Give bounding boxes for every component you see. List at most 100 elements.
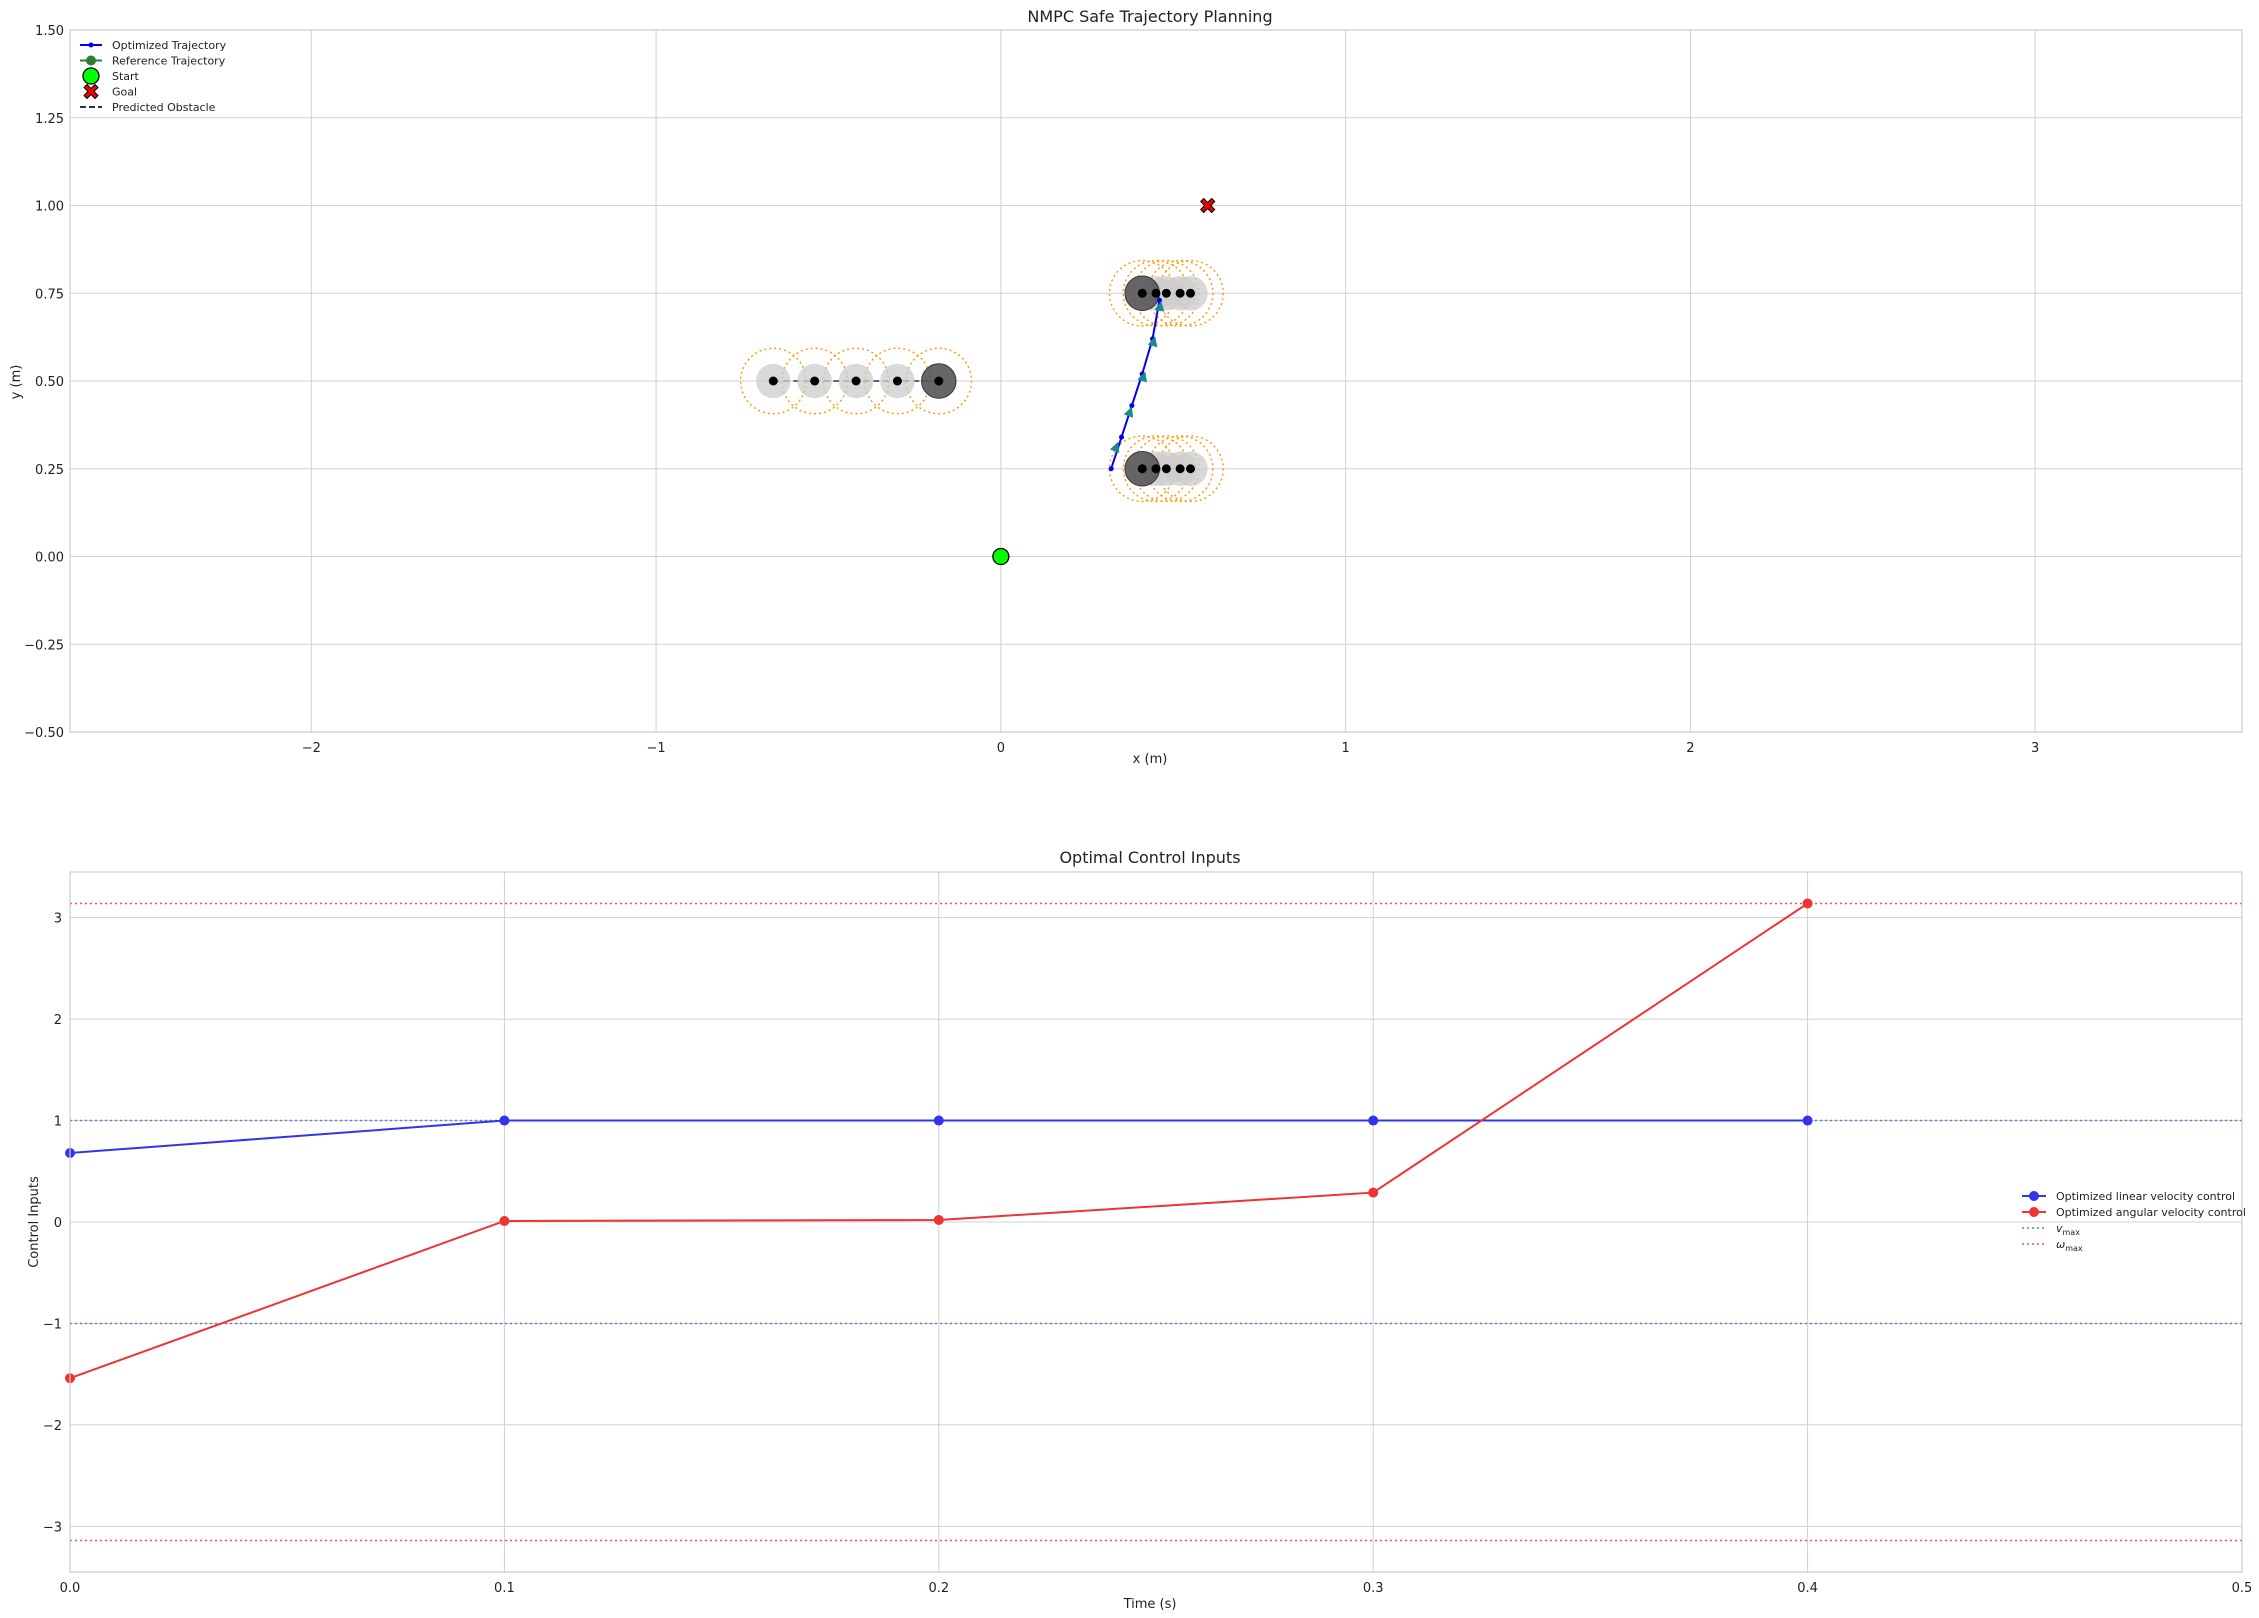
- safety-margin-circle: [1157, 259, 1224, 327]
- legend-item: Optimized Trajectory: [80, 39, 227, 52]
- trajectory-grid: [70, 29, 2242, 733]
- legend-item: Predicted Obstacle: [80, 101, 216, 114]
- control-plot-frame: [69, 871, 2243, 1573]
- y-tick-label: −1: [43, 1317, 62, 1332]
- trajectory-x-ticks: −2 −1 0 1 2 3: [302, 741, 2040, 756]
- obstacle-center-dot: [892, 376, 902, 386]
- y-tick-label: 1.00: [35, 200, 64, 215]
- x-tick-label: 0.1: [494, 1581, 515, 1596]
- obstacle-center-dot: [1161, 464, 1171, 474]
- obstacle-center-dot: [768, 376, 778, 386]
- obstacle-center-dot: [1185, 288, 1195, 298]
- safety-margin-circle: [905, 347, 973, 415]
- start-goal-layer: [992, 197, 1216, 566]
- series-point: [1368, 1187, 1379, 1198]
- legend-label: Predicted Obstacle: [112, 101, 216, 114]
- series-point: [499, 1115, 510, 1126]
- legend-item: Optimized linear velocity control: [2022, 1190, 2235, 1203]
- series-point: [1368, 1115, 1379, 1126]
- trajectory-y-ticks: −0.50 −0.25 0.00 0.25 0.50 0.75 1.00 1.25 1.50: [24, 24, 64, 741]
- legend-subscript: max: [2065, 1244, 2083, 1253]
- trajectory-point: [1119, 434, 1125, 440]
- legend-item: vmax: [2022, 1222, 2080, 1237]
- safety-margin-circle: [1146, 259, 1214, 327]
- obstacle-center-dot: [1175, 288, 1185, 298]
- obstacle-layer: [739, 259, 1224, 503]
- legend-item: ωmax: [2022, 1238, 2083, 1253]
- y-tick-label: −2: [43, 1419, 62, 1434]
- x-tick-label: 0.4: [1797, 1581, 1818, 1596]
- legend-item: Optimized angular velocity control: [2022, 1206, 2246, 1219]
- goal-marker: [1200, 197, 1216, 214]
- trajectory-point: [1108, 466, 1114, 472]
- trajectory-x-label: x (m): [1133, 752, 1168, 767]
- series-point: [933, 1115, 944, 1126]
- y-tick-label: 0.75: [35, 287, 64, 302]
- legend-label: Reference Trajectory: [112, 55, 226, 68]
- start-marker: [992, 547, 1010, 566]
- heading-arrow: [1109, 441, 1120, 453]
- x-tick-label: 0.3: [1363, 1581, 1384, 1596]
- y-tick-label: 1: [54, 1115, 62, 1130]
- x-tick-label: 2: [1686, 741, 1694, 756]
- control-chart-title: Optimal Control Inputs: [1059, 848, 1240, 867]
- series-point: [1802, 1115, 1813, 1126]
- x-tick-label: 0.2: [928, 1581, 949, 1596]
- y-tick-label: −3: [43, 1520, 62, 1535]
- trajectory-legend: Optimized Trajectory Reference Trajectory…: [80, 39, 227, 114]
- y-tick-label: 1.50: [35, 24, 64, 39]
- x-tick-label: 0: [997, 741, 1005, 756]
- control-legend: Optimized linear velocity control Optimiz…: [2022, 1190, 2246, 1253]
- legend-item: Reference Trajectory: [80, 55, 226, 68]
- legend-start-icon: [82, 67, 100, 85]
- obstacle-center-dot: [1175, 464, 1185, 474]
- obstacle-center-dot: [1151, 464, 1161, 474]
- control-inputs-chart: Optimal Control Inputs 0.0 0.1 0.2 0.3 0.4 0.…: [27, 848, 2252, 1612]
- x-tick-label: 1: [1341, 741, 1349, 756]
- legend-subscript: max: [2063, 1228, 2081, 1237]
- obstacle-center-dot: [1185, 464, 1195, 474]
- legend-label: Optimized Trajectory: [112, 39, 227, 52]
- obstacle-center-dot: [934, 376, 944, 386]
- control-x-label: Time (s): [1123, 1597, 1177, 1612]
- obstacle-center-dot: [810, 376, 820, 386]
- optimized-trajectory-line: [1110, 300, 1161, 470]
- legend-label: Goal: [112, 86, 137, 99]
- legend-label: Optimized linear velocity control: [2056, 1190, 2235, 1203]
- x-tick-label: 0.5: [2232, 1581, 2253, 1596]
- series-point: [1802, 898, 1813, 909]
- y-tick-label: −0.25: [24, 638, 64, 653]
- trajectory-plot-frame: [69, 29, 2243, 733]
- heading-arrow: [1154, 300, 1165, 312]
- y-tick-label: 0.25: [35, 463, 64, 478]
- optimized-trajectory-layer: [1108, 297, 1165, 472]
- trajectory-y-label: y (m): [9, 365, 24, 400]
- legend-symbol: ω: [2056, 1238, 2065, 1251]
- trajectory-point: [1156, 297, 1162, 303]
- legend-item: Goal: [83, 83, 137, 100]
- legend-circle: [86, 55, 96, 66]
- legend-dot: [88, 42, 94, 48]
- series-point: [499, 1215, 510, 1226]
- y-tick-label: 0: [54, 1216, 62, 1231]
- obstacle-center-dot: [1137, 288, 1147, 298]
- trajectory-point: [1129, 403, 1135, 409]
- trajectory-chart: NMPC Safe Trajectory Planning −2 −1 0 1 2 3 −…: [9, 7, 2243, 767]
- legend-label: Optimized angular velocity control: [2056, 1206, 2246, 1219]
- obstacle-center-dot: [851, 376, 861, 386]
- control-x-ticks: 0.0 0.1 0.2 0.3 0.4 0.5: [60, 1581, 2253, 1596]
- x-tick-label: 0.0: [60, 1581, 81, 1596]
- heading-arrow: [1123, 406, 1134, 418]
- legend-dot: [2029, 1207, 2039, 1217]
- legend-label: Start: [112, 70, 140, 83]
- legend-label: vmax: [2056, 1222, 2080, 1237]
- safety-margin-circle: [1146, 435, 1214, 503]
- legend-goal-icon: [83, 83, 99, 100]
- control-y-ticks: −3 −2 −1 0 1 2 3: [43, 912, 62, 1536]
- series-point: [933, 1214, 944, 1225]
- control-y-label: Control Inputs: [27, 1176, 42, 1268]
- obstacle-center-dot: [1137, 464, 1147, 474]
- heading-arrow: [1137, 371, 1147, 383]
- legend-dot: [2029, 1191, 2039, 1201]
